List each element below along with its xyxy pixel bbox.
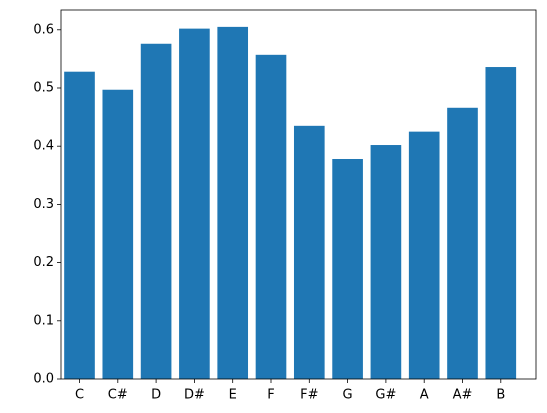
y-tick-label: 0.1 bbox=[33, 313, 54, 328]
bar bbox=[140, 43, 172, 379]
y-tick-label: 0.0 bbox=[33, 372, 54, 387]
x-tick-label: A bbox=[420, 388, 429, 403]
x-tick-label: B bbox=[496, 388, 505, 403]
x-tick-label: G# bbox=[375, 388, 396, 403]
x-tick-label: F# bbox=[300, 388, 318, 403]
y-tick-label: 0.2 bbox=[33, 255, 54, 270]
x-tick-label: G bbox=[343, 388, 353, 403]
y-tick-label: 0.3 bbox=[33, 197, 54, 212]
bar bbox=[408, 131, 440, 379]
bar bbox=[332, 158, 363, 379]
x-tick-label: D bbox=[151, 388, 161, 403]
plot-frame bbox=[60, 9, 537, 380]
bar bbox=[485, 67, 517, 380]
y-tick-label: 0.4 bbox=[33, 139, 54, 154]
x-tick-label: F bbox=[267, 388, 274, 403]
bar bbox=[370, 145, 402, 379]
bar bbox=[447, 107, 478, 380]
y-tick-label: 0.6 bbox=[33, 22, 54, 37]
y-tick-label: 0.5 bbox=[33, 80, 54, 95]
x-tick-label: C bbox=[75, 388, 84, 403]
x-tick-label: A# bbox=[453, 388, 473, 403]
x-tick-label: C# bbox=[108, 388, 128, 403]
x-tick-label: E bbox=[229, 388, 237, 403]
x-tick-label: D# bbox=[184, 388, 205, 403]
bar bbox=[102, 89, 134, 379]
bar bbox=[293, 125, 325, 379]
bar bbox=[64, 71, 95, 380]
bar bbox=[255, 54, 287, 379]
bar bbox=[179, 28, 210, 380]
bar bbox=[217, 26, 249, 380]
